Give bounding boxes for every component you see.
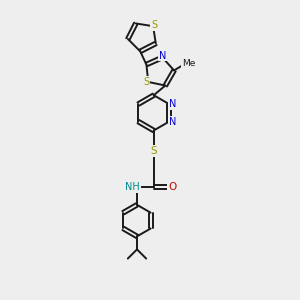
Text: N: N xyxy=(169,117,176,127)
Text: N: N xyxy=(169,99,176,109)
Text: O: O xyxy=(168,182,176,192)
Text: S: S xyxy=(150,146,157,156)
Text: Me: Me xyxy=(182,59,195,68)
Text: S: S xyxy=(143,77,149,87)
Text: S: S xyxy=(151,20,157,30)
Text: N: N xyxy=(159,51,166,61)
Text: NH: NH xyxy=(125,182,140,192)
